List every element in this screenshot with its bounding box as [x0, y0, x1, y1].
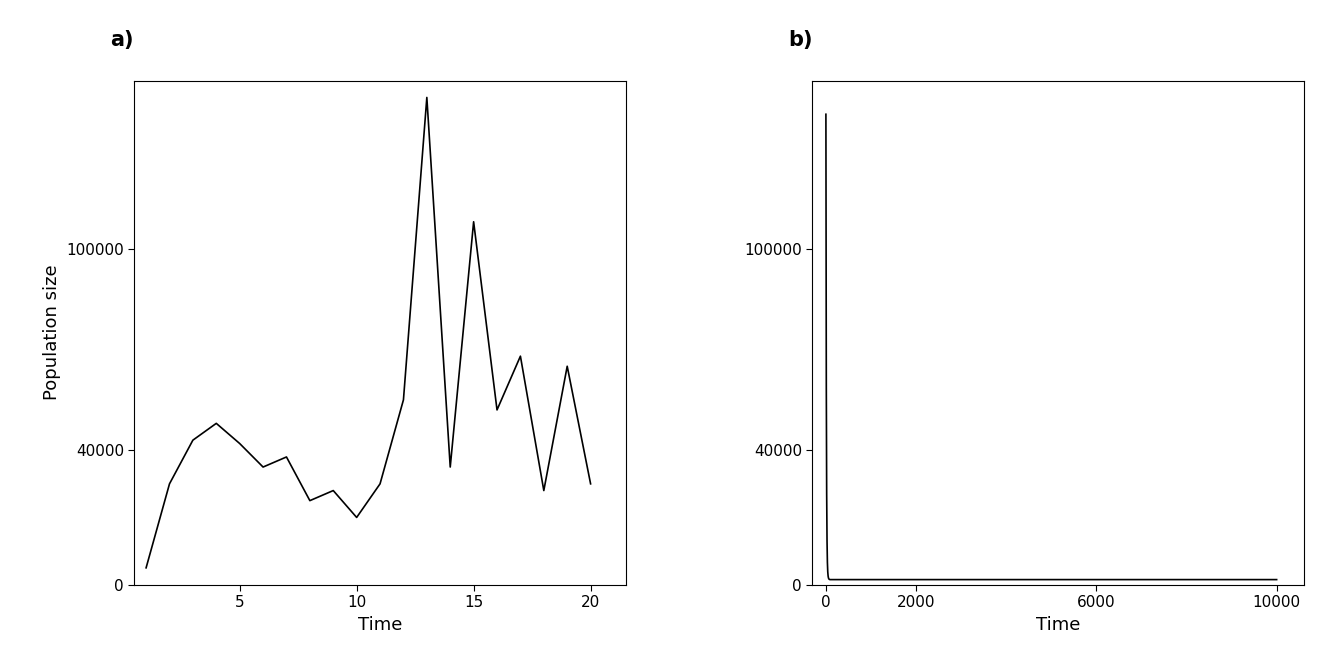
- Text: b): b): [788, 30, 812, 50]
- X-axis label: Time: Time: [1036, 616, 1081, 634]
- Text: a): a): [110, 30, 133, 50]
- Y-axis label: Population size: Population size: [43, 265, 60, 401]
- X-axis label: Time: Time: [358, 616, 402, 634]
